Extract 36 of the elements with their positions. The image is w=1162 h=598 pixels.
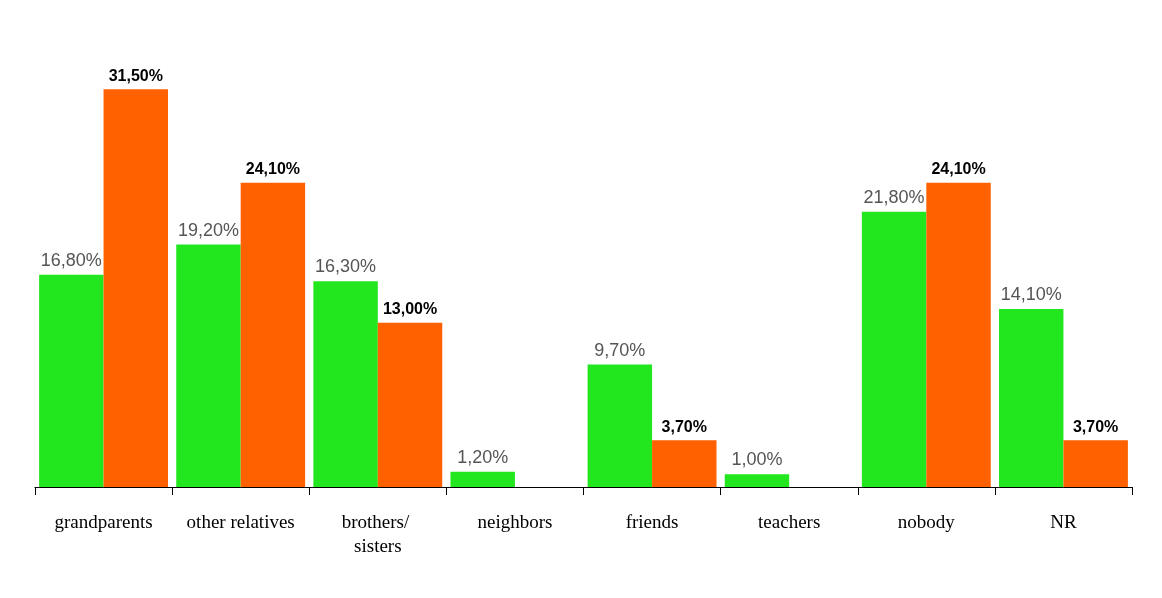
- data-label: 21,80%: [863, 186, 925, 207]
- bar: [926, 182, 991, 487]
- bar: [39, 274, 104, 487]
- x-tick-label: NR: [1050, 510, 1077, 532]
- x-tick-label: grandparents: [54, 510, 153, 532]
- data-label: 24,10%: [931, 160, 986, 178]
- bar: [1063, 440, 1128, 487]
- bar: [240, 182, 306, 487]
- bar: [450, 471, 515, 487]
- bar: [861, 211, 927, 487]
- data-label: 16,80%: [40, 249, 102, 270]
- x-tick-label: friends: [625, 510, 679, 532]
- bar: [377, 322, 443, 487]
- bar: [652, 440, 717, 487]
- bar: [176, 244, 241, 487]
- data-label: 14,10%: [1000, 283, 1062, 304]
- x-tick-label: neighbors: [477, 510, 553, 532]
- data-label: 31,50%: [108, 66, 163, 84]
- x-tick-label: teachers: [758, 510, 821, 532]
- bar: [998, 308, 1064, 487]
- data-label: 9,70%: [594, 339, 646, 360]
- data-label: 3,70%: [1072, 417, 1119, 435]
- bar: [313, 281, 378, 487]
- bar: [587, 364, 653, 487]
- bar: [724, 474, 790, 487]
- data-label: 1,20%: [457, 446, 509, 467]
- data-label: 1,00%: [731, 449, 783, 470]
- data-label: 16,30%: [315, 256, 377, 277]
- data-label: 24,10%: [245, 160, 301, 178]
- x-tick-label: brothers/ sisters: [341, 510, 414, 556]
- bar: [103, 89, 169, 487]
- x-tick-label: other relatives: [186, 510, 295, 532]
- data-label: 13,00%: [382, 300, 438, 318]
- data-label: 3,70%: [661, 417, 707, 435]
- data-label: 19,20%: [177, 219, 239, 240]
- x-tick-label: nobody: [897, 510, 956, 532]
